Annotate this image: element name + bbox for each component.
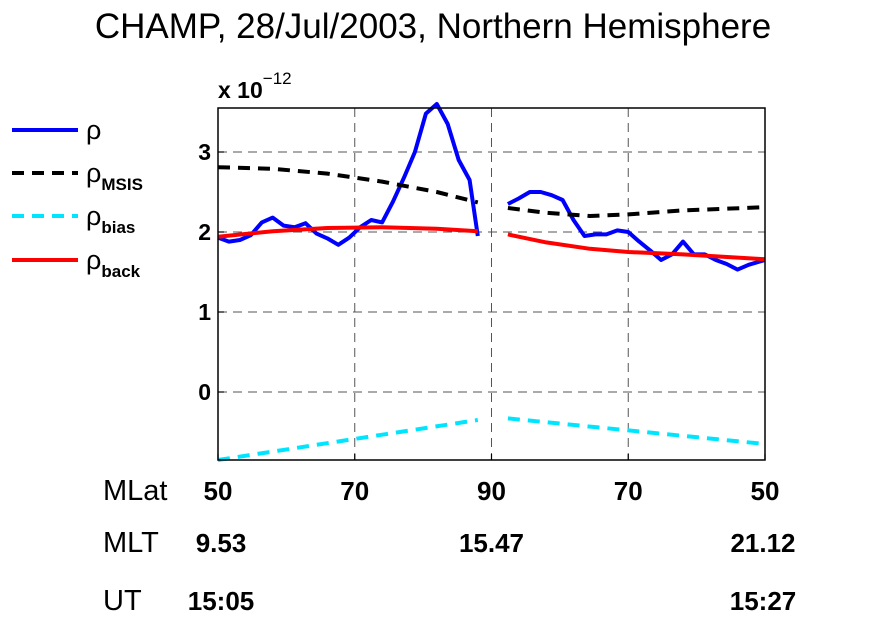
row-label-mlt: MLT xyxy=(103,527,159,559)
legend-subscript: back xyxy=(101,262,140,281)
row-value-mlt: 15.47 xyxy=(459,528,524,558)
series-line-rho-back xyxy=(507,232,766,262)
y-tick-label: 1 xyxy=(198,299,211,325)
row-label-ut: UT xyxy=(103,585,142,617)
chart-title: CHAMP, 28/Jul/2003, Northern Hemisphere xyxy=(95,7,771,46)
legend-label: ρMSIS xyxy=(86,158,143,194)
series-line-rho-msis xyxy=(507,205,766,218)
series-line-rho-back xyxy=(217,225,478,239)
legend-symbol: ρ xyxy=(86,201,101,231)
y-exponent-base: x 10 xyxy=(218,77,263,103)
row-value-ut: 15:27 xyxy=(730,586,797,616)
legend-subscript: bias xyxy=(101,218,135,237)
y-tick-label: 2 xyxy=(198,219,211,245)
y-exponent-label: x 10−12 xyxy=(218,69,292,103)
y-tick-label: 3 xyxy=(198,139,211,165)
row-value-mlt: 21.12 xyxy=(730,528,795,558)
y-tick-labels: 3 2 1 0 xyxy=(198,139,211,405)
row-value-mlat: 70 xyxy=(340,476,369,506)
row-label-mlat: MLat xyxy=(103,475,167,507)
legend-label: ρ xyxy=(86,115,101,145)
series-layer xyxy=(217,102,766,462)
legend-symbol: ρ xyxy=(86,245,101,275)
row-value-mlat: 70 xyxy=(614,476,643,506)
grid xyxy=(217,108,766,460)
row-value-mlat: 50 xyxy=(751,476,780,506)
row-value-ut: 15:05 xyxy=(188,586,255,616)
legend-symbol: ρ xyxy=(86,158,101,188)
row-value-mlat: 90 xyxy=(477,476,506,506)
series-line-rho xyxy=(217,102,480,247)
x-axis-rows: MLat 50 70 90 70 50 MLT 9.53 15.47 21.12 UT 15:05 15… xyxy=(103,475,796,617)
row-value-mlt: 9.53 xyxy=(196,528,247,558)
series-line-rho-bias xyxy=(507,416,766,446)
row-value-mlat: 50 xyxy=(204,476,233,506)
y-tick-label: 0 xyxy=(198,379,211,405)
y-exponent-power: −12 xyxy=(263,69,292,88)
legend-symbol: ρ xyxy=(86,115,101,145)
legend-subscript: MSIS xyxy=(101,175,143,194)
series-line-rho-msis xyxy=(217,165,479,205)
series-line-rho xyxy=(506,190,766,272)
series-line-rho-bias xyxy=(217,418,479,462)
legend-label: ρbias xyxy=(86,201,135,237)
legend-label: ρback xyxy=(86,245,141,281)
plot-frame xyxy=(217,107,766,461)
